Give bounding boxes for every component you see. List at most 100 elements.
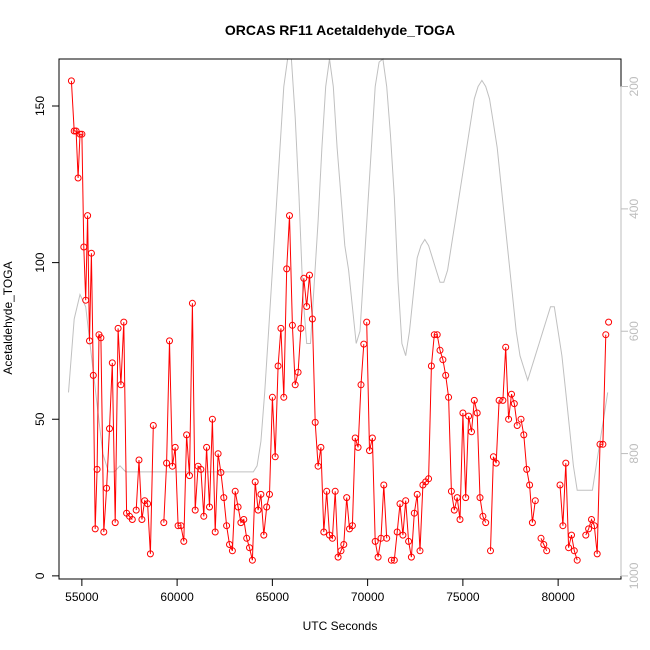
data-point	[456, 516, 464, 523]
data-point	[128, 516, 136, 523]
data-point	[303, 303, 311, 310]
data-point	[462, 494, 470, 502]
data-point	[223, 522, 231, 530]
data-point	[103, 484, 111, 492]
x-tick-label: 60000	[160, 590, 194, 604]
data-point	[177, 522, 185, 530]
data-point	[74, 174, 82, 182]
data-point	[240, 516, 248, 523]
data-point	[556, 481, 564, 489]
data-point	[91, 525, 99, 533]
data-point	[191, 506, 199, 514]
data-point	[93, 465, 101, 473]
data-point	[582, 531, 590, 539]
data-point	[590, 522, 598, 530]
data-point	[308, 315, 316, 323]
data-point	[502, 343, 510, 351]
data-point	[76, 130, 84, 138]
data-point	[543, 547, 551, 555]
data-point	[263, 503, 271, 511]
x-axis: 55000 60000 65000 70000 75000 80000	[65, 579, 575, 604]
data-point	[517, 415, 525, 423]
data-point	[602, 331, 610, 339]
data-point	[489, 453, 497, 461]
data-point	[291, 381, 299, 389]
data-point	[228, 547, 236, 555]
data-point	[217, 469, 225, 476]
data-point	[331, 487, 339, 495]
data-point	[340, 541, 348, 548]
data-point	[149, 422, 157, 429]
series-line-segment	[135, 425, 154, 554]
data-point	[565, 544, 573, 552]
data-point	[368, 434, 376, 442]
secondary-tick-label: 800	[627, 443, 641, 463]
data-point	[271, 453, 279, 461]
data-point	[476, 494, 484, 502]
data-point	[89, 371, 97, 379]
data-point	[186, 472, 193, 480]
series-line-segment	[502, 347, 518, 426]
y-tick-label: 150	[33, 96, 47, 116]
data-point	[97, 334, 105, 342]
data-point	[499, 396, 507, 404]
data-point	[390, 556, 398, 564]
data-point	[117, 381, 125, 389]
data-point	[468, 428, 475, 436]
secondary-tick-label: 600	[627, 321, 641, 341]
data-point	[410, 509, 418, 517]
data-point	[573, 556, 581, 564]
data-point	[531, 497, 539, 505]
data-point	[343, 494, 351, 502]
secondary-tick-label: 400	[627, 199, 641, 219]
plot-frame	[58, 58, 622, 580]
data-point	[114, 324, 122, 332]
data-point	[78, 130, 86, 138]
data-point	[280, 393, 288, 401]
data-point	[211, 528, 219, 536]
data-point	[257, 490, 265, 498]
data-point	[450, 506, 458, 514]
data-point	[174, 522, 182, 530]
data-point	[599, 440, 607, 448]
data-point	[465, 412, 473, 420]
data-point	[540, 541, 548, 548]
data-point	[593, 550, 601, 558]
data-point	[248, 556, 256, 564]
data-point	[520, 431, 528, 439]
data-point	[226, 541, 233, 548]
data-point	[348, 522, 356, 530]
data-point	[260, 531, 268, 539]
data-point	[537, 534, 545, 542]
data-point	[120, 318, 128, 326]
data-point	[311, 418, 319, 426]
data-point	[314, 462, 322, 470]
data-point	[67, 77, 75, 85]
x-tick-label: 75000	[446, 590, 480, 604]
data-point	[487, 547, 494, 555]
y-tick-label: 0	[33, 572, 47, 579]
secondary-tick-label: 1000	[627, 562, 641, 589]
altitude-line	[68, 58, 609, 491]
data-point	[528, 519, 536, 527]
data-point	[138, 516, 146, 523]
data-point	[508, 390, 515, 398]
data-point	[243, 534, 251, 542]
data-point	[168, 462, 176, 470]
series-line-segment	[70, 80, 133, 533]
data-point	[297, 324, 305, 332]
series-line-segment	[391, 334, 487, 561]
x-tick-label: 70000	[351, 590, 385, 604]
data-point	[526, 481, 534, 489]
data-point	[473, 409, 481, 417]
data-point	[387, 556, 395, 564]
data-point	[366, 447, 373, 455]
plot-area	[67, 58, 613, 564]
data-point	[393, 528, 401, 536]
series-line-segment	[559, 463, 578, 561]
data-point	[596, 440, 604, 448]
x-tick-label: 80000	[541, 590, 575, 604]
data-point	[286, 212, 293, 220]
data-point	[266, 490, 273, 498]
